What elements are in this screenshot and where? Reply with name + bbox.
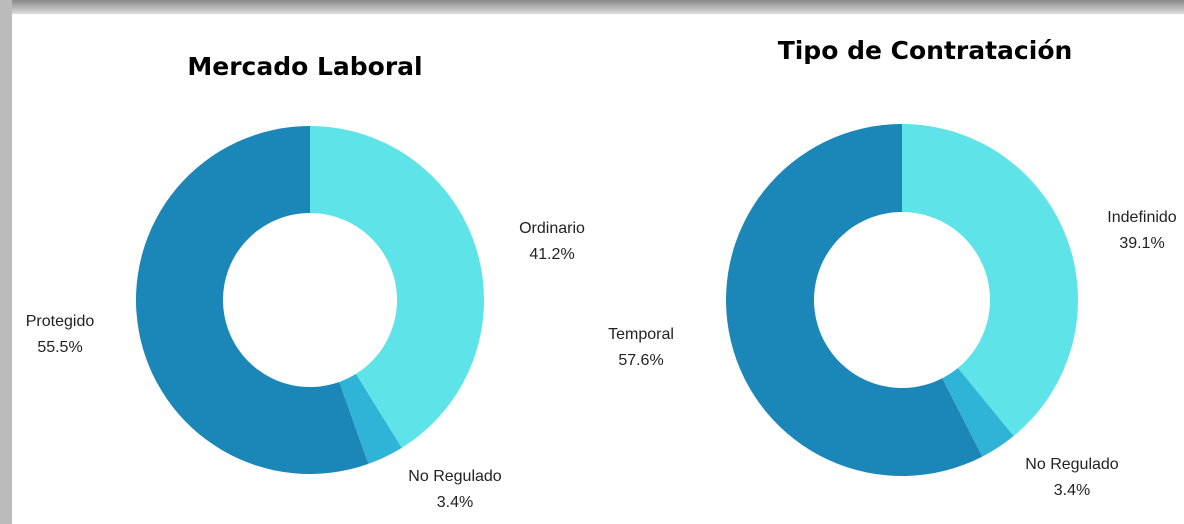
frame-shadow <box>0 0 12 524</box>
frame-shadow <box>0 0 1184 14</box>
slice-value-label: 39.1% <box>1119 235 1164 252</box>
slice-label: Indefinido <box>1107 209 1176 226</box>
slice-label: No Regulado <box>1025 456 1119 473</box>
slice-label: Ordinario <box>519 220 585 237</box>
donut-slice <box>339 373 402 464</box>
donut-slice <box>942 368 1014 457</box>
slice-value-label: 3.4% <box>437 494 473 511</box>
slice-value-label: 57.6% <box>618 352 663 369</box>
slice-value-label: 3.4% <box>1054 482 1090 499</box>
donut-slice <box>135 126 369 474</box>
donut-slice <box>902 124 1079 437</box>
donut-slice <box>726 124 983 476</box>
slice-label: Temporal <box>608 326 674 343</box>
slice-value-label: 41.2% <box>529 246 574 263</box>
chart-title: Mercado Laboral <box>187 52 422 81</box>
donut-slice <box>310 126 484 448</box>
slice-label: Protegido <box>26 313 95 330</box>
slice-label: No Regulado <box>408 468 502 485</box>
chart-title: Tipo de Contratación <box>778 36 1073 65</box>
slice-value-label: 55.5% <box>37 339 82 356</box>
